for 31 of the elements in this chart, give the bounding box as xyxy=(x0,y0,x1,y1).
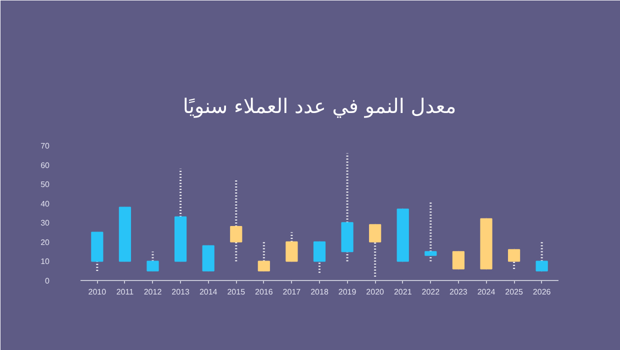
candlestick xyxy=(230,179,242,262)
x-tick-label: 2012 xyxy=(144,288,162,296)
x-tick-label: 2021 xyxy=(394,288,412,296)
x-tick-label: 2013 xyxy=(172,288,190,296)
x-tick-label: 2025 xyxy=(505,288,524,296)
y-tick-label: 70 xyxy=(40,142,50,150)
y-tick-label: 40 xyxy=(40,199,50,208)
x-tick-label: 2011 xyxy=(116,288,134,296)
y-tick-label: 30 xyxy=(40,218,50,228)
x-tick-label: 2023 xyxy=(450,288,468,296)
x-tick-label: 2018 xyxy=(310,288,329,296)
x-tick-label: 2020 xyxy=(366,288,385,296)
x-tick-label: 2017 xyxy=(282,288,302,296)
candlestick xyxy=(424,200,437,262)
y-tick-label: 60 xyxy=(40,160,50,170)
y-tick-label: 20 xyxy=(40,238,50,247)
y-tick-label: 10 xyxy=(40,257,50,266)
chart-title: معدل النمو في عدد العملاء سنويًا xyxy=(182,94,456,118)
x-tick-label: 2022 xyxy=(422,288,440,296)
x-tick-label: 2014 xyxy=(199,288,218,296)
y-tick-label: 0 xyxy=(45,276,50,286)
x-tick-label: 2010 xyxy=(88,288,107,296)
x-tick-label: 2019 xyxy=(338,288,357,296)
candlestick xyxy=(480,218,492,270)
x-tick-label: 2024 xyxy=(477,288,496,296)
x-tick-label: 2016 xyxy=(255,288,274,296)
x-tick-label: 2026 xyxy=(532,288,552,296)
candlestick xyxy=(286,231,298,262)
x-tick-label: 2015 xyxy=(227,288,246,296)
y-tick-label: 50 xyxy=(40,180,50,190)
candlestick xyxy=(341,152,354,262)
